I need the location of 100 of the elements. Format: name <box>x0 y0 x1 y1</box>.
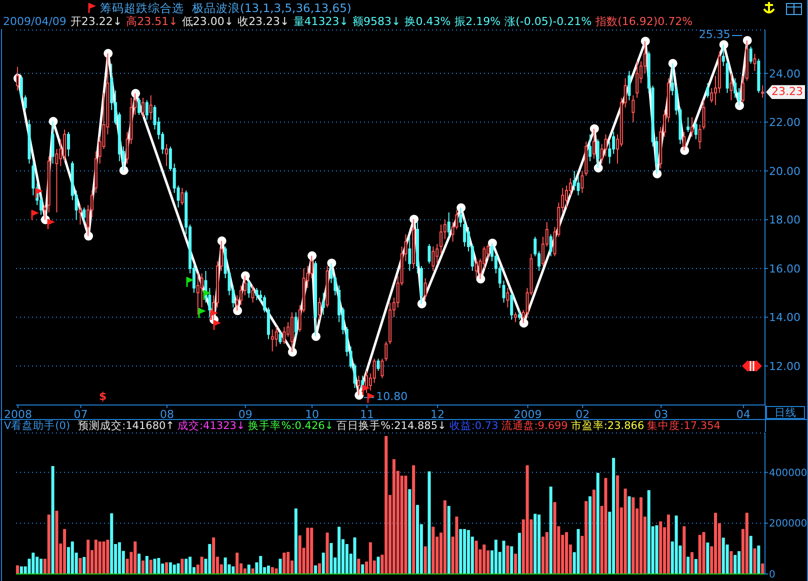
bar <box>463 529 466 574</box>
bar <box>310 528 314 574</box>
bar <box>588 496 592 574</box>
bar <box>40 558 43 574</box>
candlestick <box>722 44 725 67</box>
candlestick <box>149 94 152 120</box>
candlestick <box>432 246 435 272</box>
bar <box>494 540 498 574</box>
x-tick-label: 11 <box>360 408 374 421</box>
y-tick-label: 16.00 <box>769 262 800 276</box>
bar <box>526 465 529 574</box>
x-tick-label: 09 <box>238 408 252 421</box>
bar <box>757 546 760 574</box>
point <box>288 348 297 357</box>
bar <box>596 472 600 574</box>
candlestick <box>416 222 419 274</box>
candlestick <box>51 120 54 164</box>
bar <box>690 552 694 574</box>
x-tick-label: 12 <box>430 408 445 421</box>
annotation: 10.80 <box>376 390 408 404</box>
bar <box>538 514 541 574</box>
bar <box>98 541 102 574</box>
y-tick-label: 400000 <box>769 468 808 479</box>
bar <box>459 529 462 574</box>
bar <box>176 563 180 574</box>
x-tick-label: 04 <box>736 408 750 421</box>
bar <box>518 532 521 574</box>
text: 流通盘:9.699 <box>501 420 568 432</box>
text: 换0.43% <box>404 15 451 28</box>
bar <box>36 556 39 574</box>
point <box>417 299 426 308</box>
bar <box>682 526 686 574</box>
y-tick-label: 22.00 <box>769 116 800 130</box>
bar <box>408 489 412 574</box>
bar <box>632 497 635 574</box>
point <box>742 36 752 45</box>
candlestick <box>506 287 510 308</box>
bar <box>702 532 706 574</box>
bar <box>51 466 54 574</box>
x-tick-label: 2009 <box>514 408 542 421</box>
bar <box>16 565 19 574</box>
bar <box>330 543 333 574</box>
bar <box>282 552 286 574</box>
bar <box>761 564 764 574</box>
candlestick <box>28 119 31 164</box>
point <box>119 166 128 175</box>
bar <box>666 514 670 574</box>
bar <box>612 458 616 574</box>
bar <box>110 513 114 574</box>
bar <box>259 556 262 574</box>
bar <box>466 530 470 574</box>
text: 低23.00↓ <box>182 15 234 28</box>
bar <box>188 556 192 574</box>
point <box>240 271 250 280</box>
bar <box>236 552 239 574</box>
bar <box>47 514 50 574</box>
bar <box>368 542 372 574</box>
bar <box>172 564 176 574</box>
text: 量41323↓ <box>293 15 348 28</box>
candlestick <box>322 292 325 316</box>
candlestick <box>440 224 443 254</box>
x-axis-title: 日线 <box>766 406 805 419</box>
candlestick <box>474 258 478 279</box>
bar <box>286 552 290 574</box>
candlestick <box>94 150 98 194</box>
bar <box>118 542 121 574</box>
point <box>519 318 528 328</box>
bar <box>86 540 90 574</box>
y-tick-label: 20.00 <box>769 164 800 178</box>
bar <box>298 535 302 574</box>
bar <box>576 529 580 574</box>
candlestick <box>270 328 274 352</box>
bar <box>745 512 748 574</box>
bar <box>647 490 650 574</box>
text: 开23.22↓ <box>70 15 122 28</box>
bar <box>326 532 329 574</box>
bar <box>686 556 690 574</box>
point <box>735 101 744 110</box>
bar <box>694 559 698 574</box>
annotation: $ <box>99 390 107 403</box>
bar <box>584 501 588 574</box>
text: 百日换手%:214.885↓ <box>336 420 446 432</box>
bar <box>474 540 478 574</box>
bar <box>278 558 282 574</box>
bar <box>706 542 710 574</box>
point <box>652 169 662 178</box>
text: 换手率%:0.426↓ <box>248 420 334 432</box>
bar <box>714 512 718 574</box>
candlestick <box>698 124 702 150</box>
bar <box>270 567 274 574</box>
bar <box>361 564 364 574</box>
candlestick <box>55 148 58 213</box>
point <box>680 146 690 155</box>
candlestick <box>357 375 360 396</box>
text: 收23.23↓ <box>238 15 290 28</box>
bar <box>565 532 568 574</box>
bar <box>306 528 310 574</box>
bar <box>655 525 658 574</box>
bar <box>266 566 270 574</box>
point <box>217 236 226 246</box>
